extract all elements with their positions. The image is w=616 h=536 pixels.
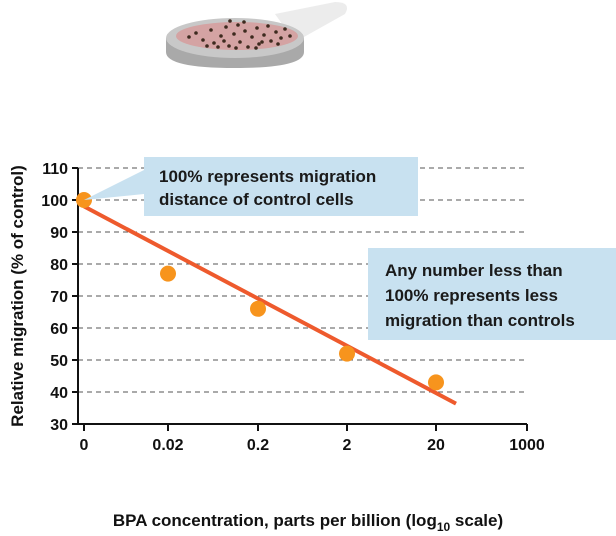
y-tick-label: 50: [50, 353, 68, 370]
cell-dot: [234, 46, 238, 50]
cell-dot: [274, 30, 278, 34]
data-point: [250, 300, 266, 317]
petri-dish-illustration: [166, 2, 348, 68]
cell-dot: [238, 40, 242, 44]
callout-control: 100% represents migration distance of co…: [84, 157, 418, 216]
cell-dot: [266, 24, 270, 28]
x-tick-label: 0: [80, 437, 89, 454]
cell-dot: [283, 27, 287, 31]
callout-control-pointer: [84, 170, 144, 200]
callout-control-line-2: distance of control cells: [159, 190, 354, 209]
y-axis-title: Relative migration (% of control): [8, 165, 27, 427]
data-point: [428, 374, 444, 391]
x-tick-label: 0.02: [152, 437, 183, 454]
x-axis-title-main: BPA concentration, parts per billion (lo…: [113, 511, 437, 530]
cell-dot: [236, 23, 240, 27]
cell-dot: [262, 33, 266, 37]
callout-less-line-1: Any number less than: [385, 261, 563, 280]
y-tick-label: 60: [50, 321, 68, 338]
cell-dot: [201, 38, 205, 42]
cell-dot: [279, 36, 283, 40]
cell-dot: [224, 25, 228, 29]
cell-dot: [216, 45, 220, 49]
cell-dot: [222, 39, 226, 43]
y-tick-label: 70: [50, 289, 68, 306]
y-tick-label: 30: [50, 417, 68, 434]
cell-dots: [187, 19, 292, 50]
y-axis-ticks: 30 40 50 60 70 80 90 100 110: [41, 161, 78, 434]
cell-dot: [243, 29, 247, 33]
cell-dot: [276, 42, 280, 46]
petri-dish-medium: [176, 22, 298, 50]
x-axis-title: BPA concentration, parts per billion (lo…: [113, 511, 503, 534]
x-axis-title-subscript: 10: [437, 520, 451, 534]
cell-dot: [212, 41, 216, 45]
y-tick-label: 40: [50, 385, 68, 402]
cell-dot: [209, 28, 213, 32]
data-point: [339, 345, 355, 362]
cell-dot: [254, 46, 258, 50]
y-tick-label: 90: [50, 225, 68, 242]
cell-dot: [232, 32, 236, 36]
x-tick-label: 1000: [509, 437, 545, 454]
callout-control-box: [144, 157, 418, 216]
cell-dot: [257, 42, 261, 46]
cell-dot: [250, 35, 254, 39]
cell-dot: [194, 31, 198, 35]
data-points: [76, 192, 444, 391]
x-axis-ticks: 0 0.02 0.2 2 20 1000: [80, 424, 545, 454]
cell-dot: [219, 34, 223, 38]
data-point: [160, 265, 176, 282]
cell-dot: [255, 26, 259, 30]
callout-less: Any number less than 100% represents les…: [368, 248, 616, 340]
callout-control-line-1: 100% represents migration: [159, 167, 376, 186]
y-tick-label: 100: [41, 193, 68, 210]
cell-dot: [228, 19, 232, 23]
x-tick-label: 0.2: [247, 437, 269, 454]
x-tick-label: 2: [343, 437, 352, 454]
cell-dot: [288, 34, 292, 38]
x-tick-label: 20: [427, 437, 445, 454]
x-axis-title-tail: scale): [450, 511, 503, 530]
cell-dot: [187, 35, 191, 39]
y-tick-label: 80: [50, 257, 68, 274]
cell-dot: [269, 39, 273, 43]
callout-less-box: [368, 248, 616, 340]
cell-dot: [227, 44, 231, 48]
callout-less-line-3: migration than controls: [385, 311, 575, 330]
cell-dot: [260, 40, 264, 44]
y-tick-label: 110: [42, 161, 68, 178]
cell-dot: [205, 44, 209, 48]
callout-less-line-2: 100% represents less: [385, 286, 558, 305]
cell-dot: [242, 20, 246, 24]
cell-dot: [246, 45, 250, 49]
trend-line: [83, 204, 457, 406]
